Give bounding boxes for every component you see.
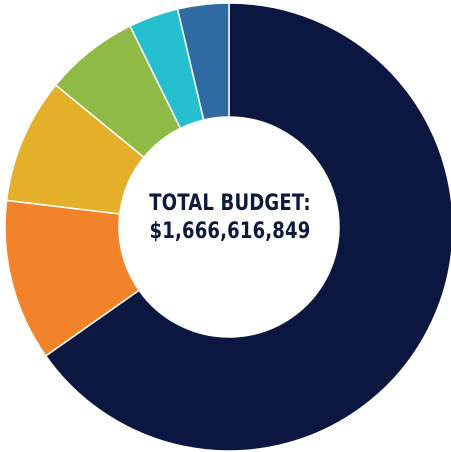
donut-slice-6 [176, 2, 230, 121]
total-budget-label: TOTAL BUDGET: $1,666,616,849 [144, 190, 316, 246]
donut-slice-1 [44, 2, 451, 452]
total-budget-title: TOTAL BUDGET: [149, 191, 311, 216]
total-budget-value: $1,666,616,849 [149, 219, 311, 244]
